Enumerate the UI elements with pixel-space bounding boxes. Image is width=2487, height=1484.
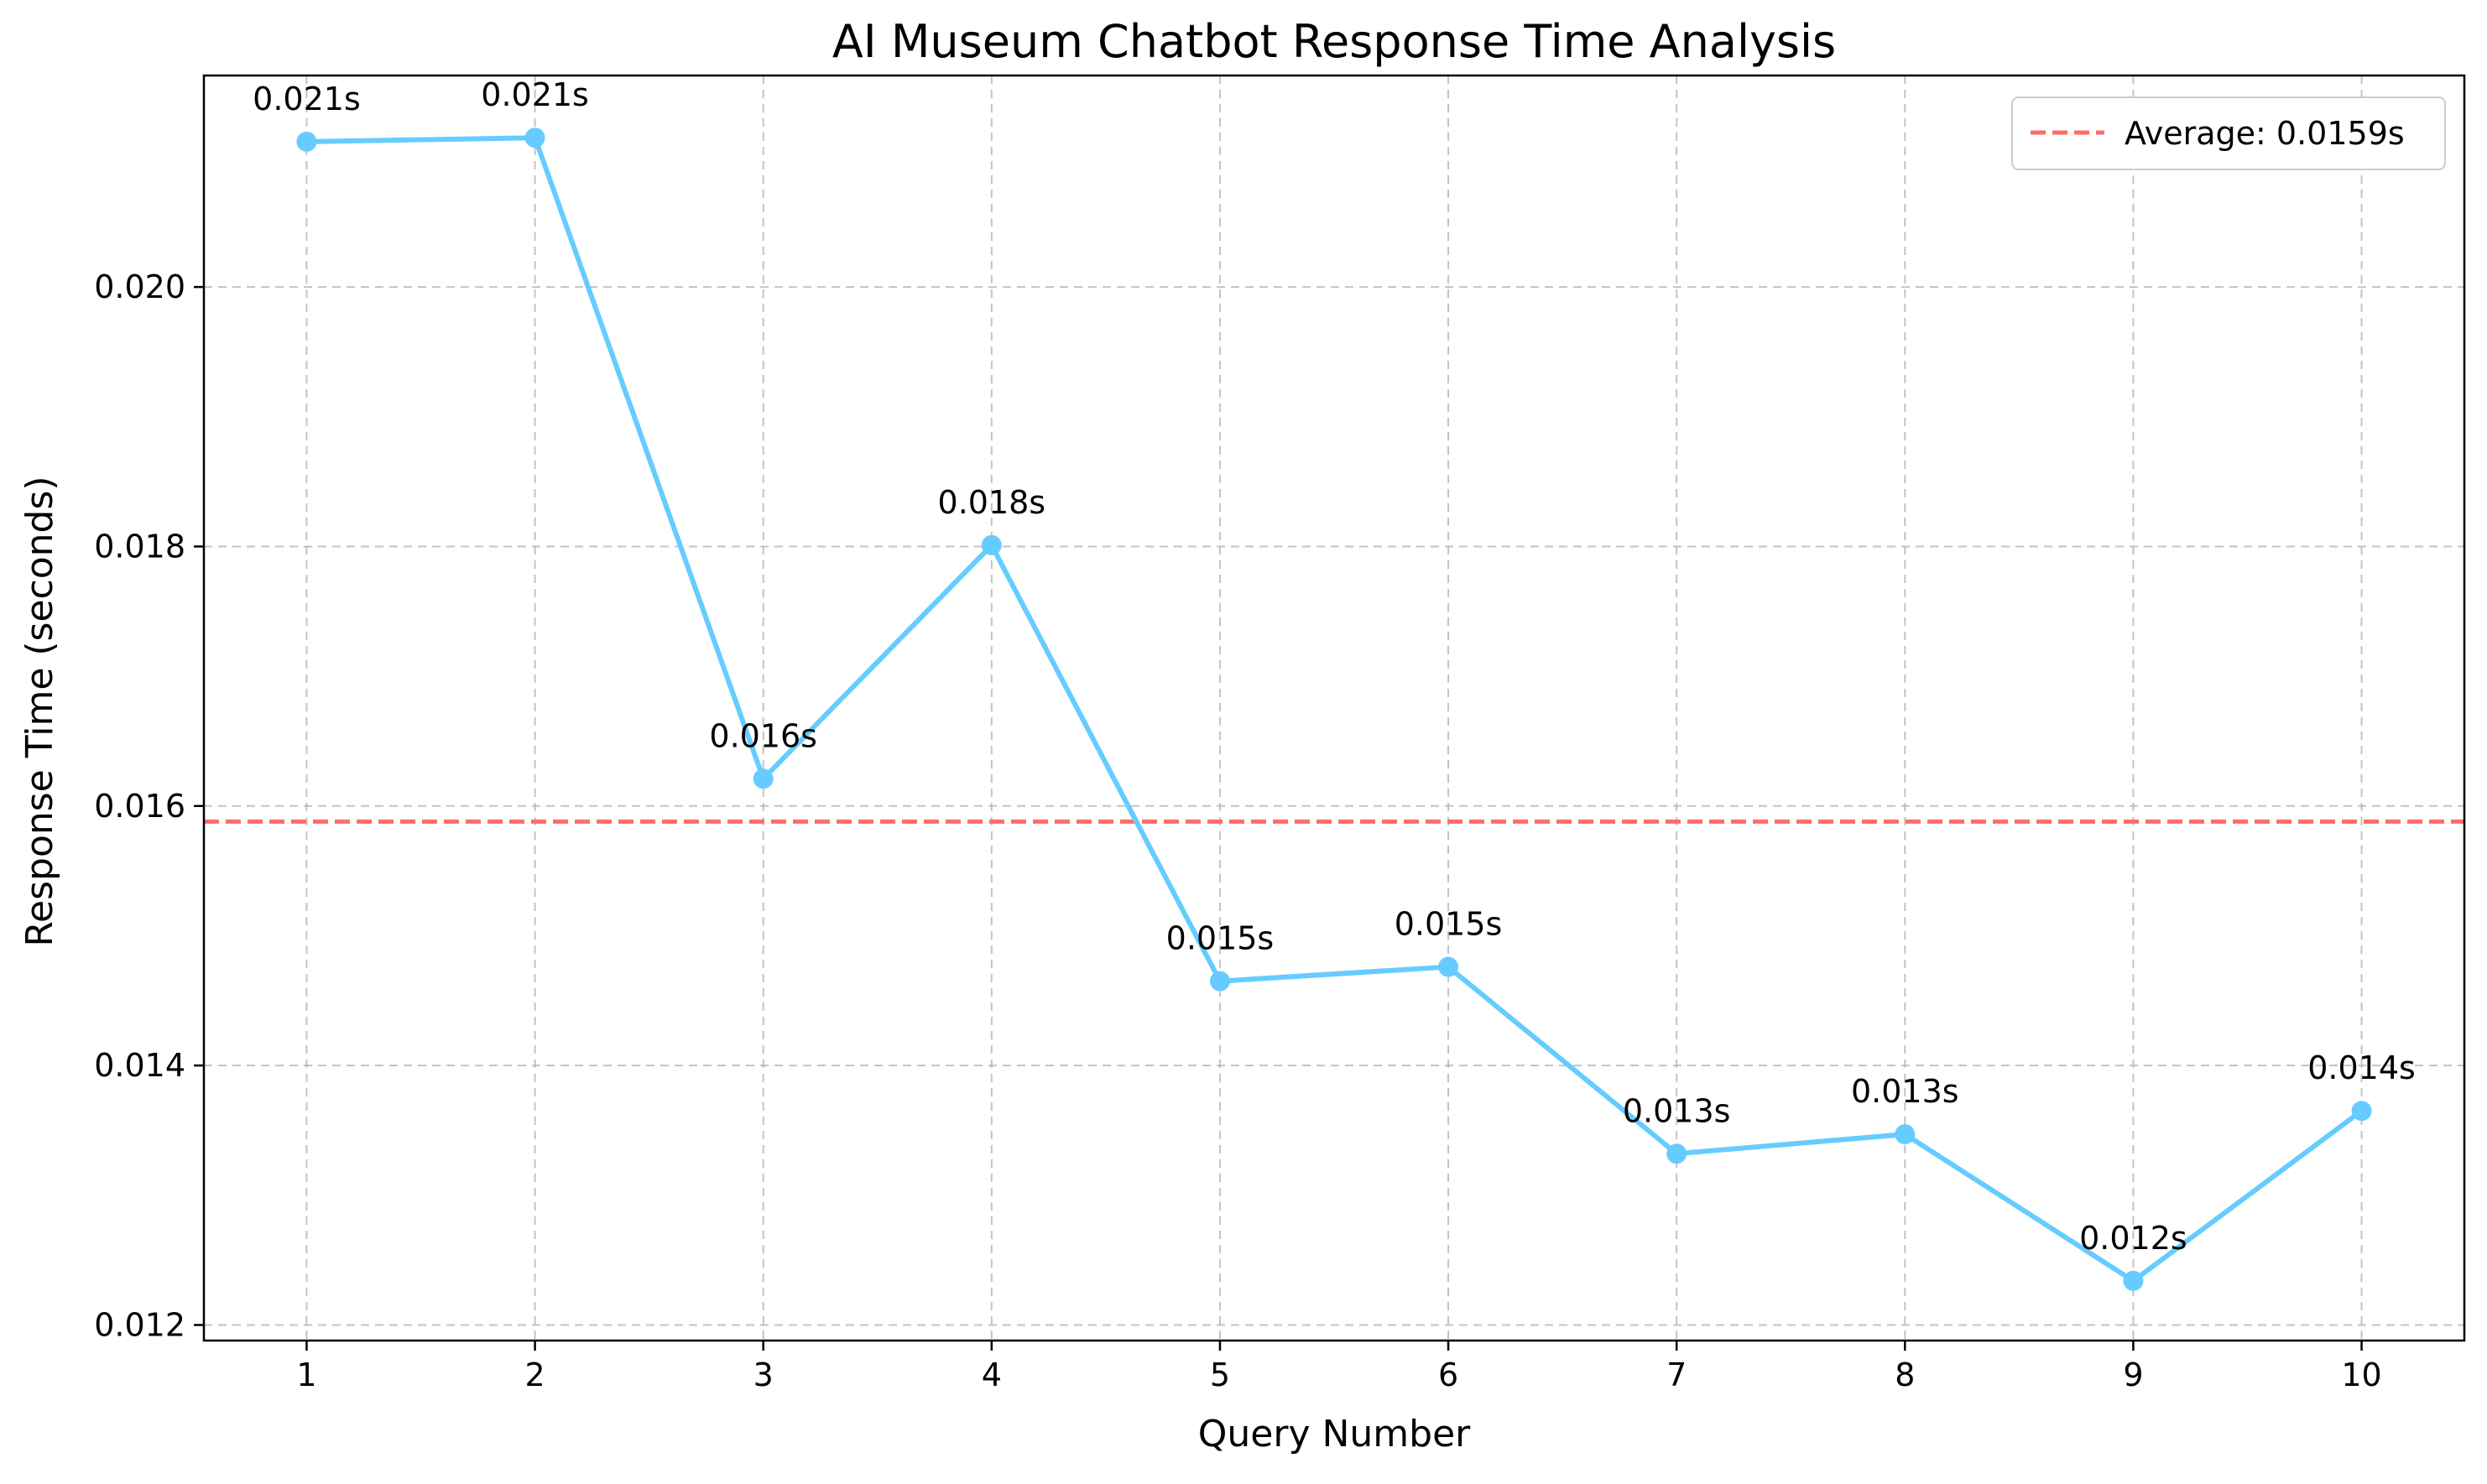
data-point xyxy=(981,534,1002,555)
data-label: 0.013s xyxy=(1623,1092,1731,1129)
y-tick-label: 0.020 xyxy=(94,268,185,305)
series-line-group: 0.021s 0.021s 0.016s 0.018s 0.015s 0.015s 0.01… xyxy=(253,76,2416,1291)
data-label: 0.021s xyxy=(253,81,361,117)
x-tick-label: 5 xyxy=(1210,1356,1230,1393)
x-tick-label: 9 xyxy=(2123,1356,2143,1393)
y-tick-label: 0.016 xyxy=(94,788,185,825)
x-tick-label: 6 xyxy=(1438,1356,1458,1393)
data-label: 0.018s xyxy=(938,484,1046,521)
x-tick-label: 1 xyxy=(296,1356,316,1393)
data-point xyxy=(296,131,317,152)
plot-frame xyxy=(202,74,2466,1342)
legend: Average: 0.0159s xyxy=(2011,96,2446,170)
data-point xyxy=(2123,1270,2144,1291)
data-label: 0.013s xyxy=(1851,1073,1959,1110)
x-tick-label: 3 xyxy=(753,1356,774,1393)
data-point xyxy=(1438,956,1459,977)
grid-lines xyxy=(204,76,2464,1341)
data-point xyxy=(1666,1143,1687,1164)
legend-average-label: Average: 0.0159s xyxy=(2125,115,2405,152)
data-label: 0.015s xyxy=(1395,906,1503,943)
data-label: 0.015s xyxy=(1166,920,1275,957)
data-label: 0.014s xyxy=(2307,1049,2416,1086)
y-axis-label: Response Time (seconds) xyxy=(18,476,61,946)
y-tick-label: 0.012 xyxy=(94,1306,185,1343)
data-label: 0.016s xyxy=(709,717,817,754)
x-tick-label: 4 xyxy=(982,1356,1002,1393)
x-tick-label: 10 xyxy=(2341,1356,2381,1393)
data-point xyxy=(753,768,774,789)
series-line xyxy=(306,135,2364,1284)
axes: 1 2 3 4 5 6 7 8 9 10 0.012 0.014 0.016 0.018 0.020 xyxy=(94,74,2466,1393)
x-axis-label: Query Number xyxy=(1198,1413,1471,1455)
data-point xyxy=(524,128,545,148)
data-label: 0.012s xyxy=(2079,1220,2187,1257)
x-tick-label: 2 xyxy=(524,1356,545,1393)
y-tick-label: 0.014 xyxy=(94,1047,185,1084)
data-point xyxy=(1895,1124,1916,1145)
chart-title: AI Museum Chatbot Response Time Analysis xyxy=(832,15,1836,68)
data-label: 0.021s xyxy=(481,76,589,113)
x-tick-label: 7 xyxy=(1666,1356,1687,1393)
data-point xyxy=(1209,971,1230,992)
data-point xyxy=(2351,1101,2372,1122)
x-tick-label: 8 xyxy=(1895,1356,1915,1393)
y-tick-label: 0.018 xyxy=(94,528,185,565)
legend-box xyxy=(2011,96,2446,170)
